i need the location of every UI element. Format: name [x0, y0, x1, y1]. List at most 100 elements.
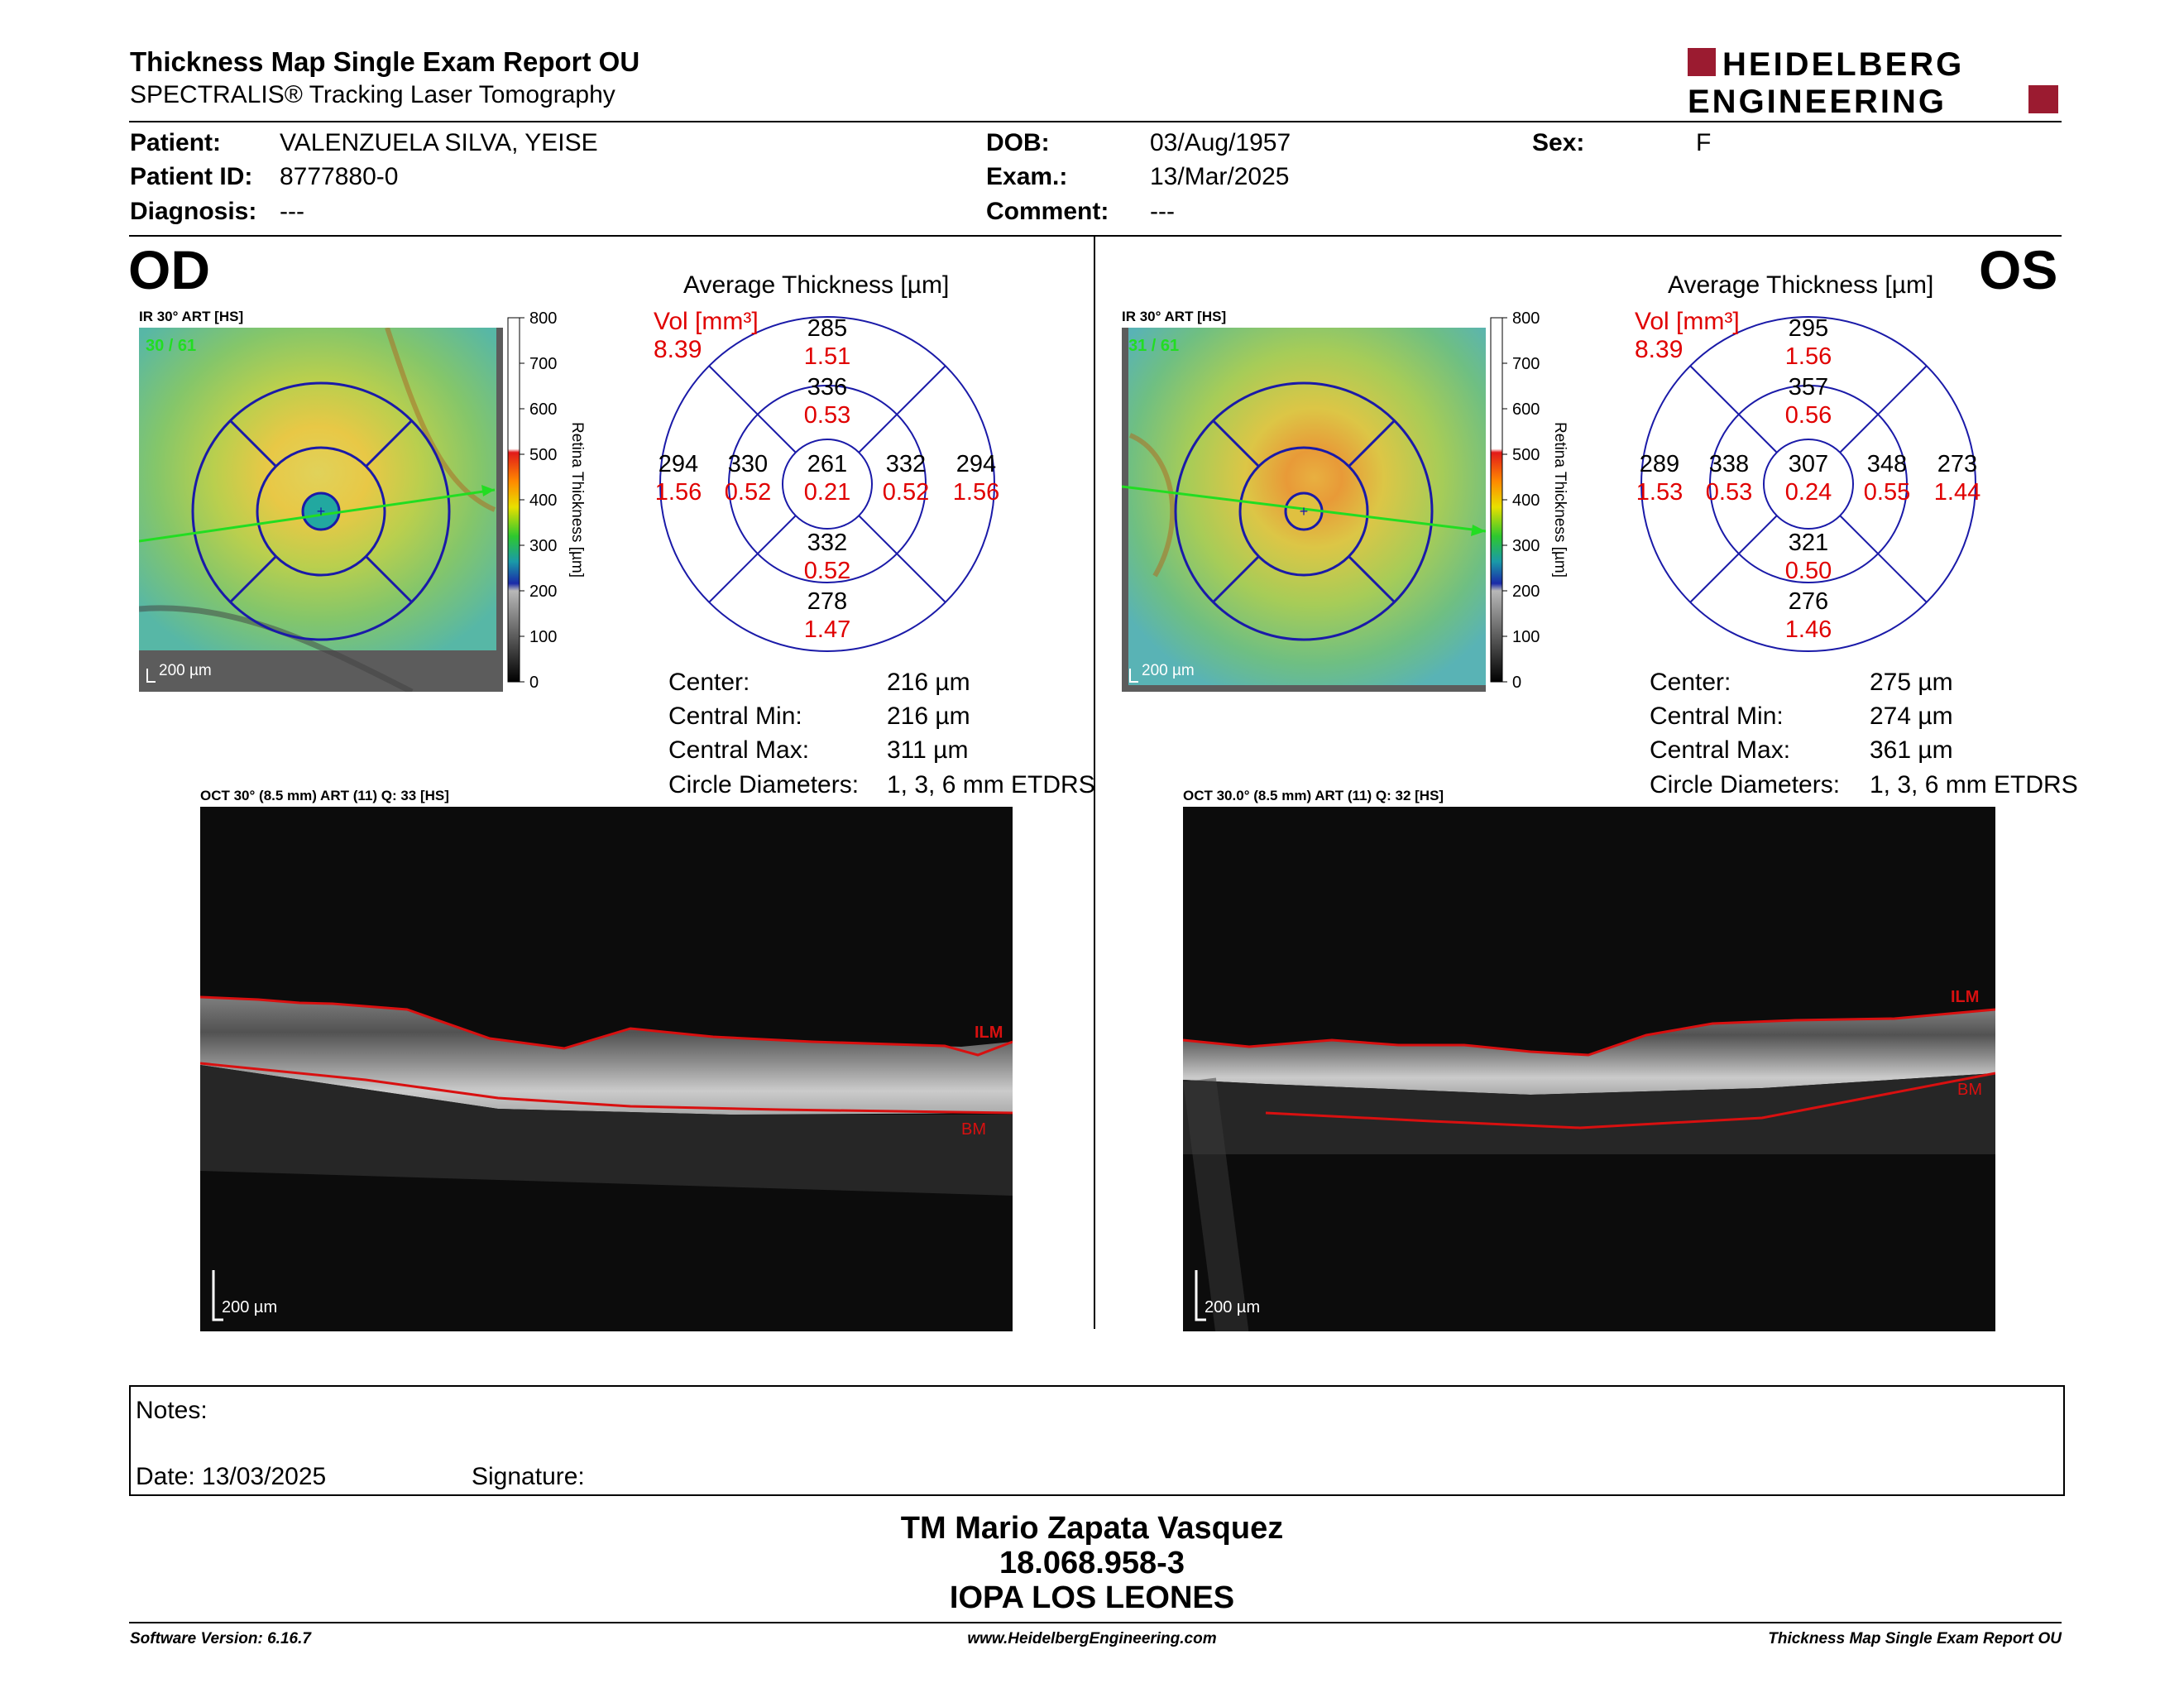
- signer-id: 18.068.958-3: [999, 1546, 1185, 1580]
- exam-label: Exam.:: [986, 163, 1068, 190]
- comment-value: ---: [1150, 198, 1175, 225]
- comment-label: Comment:: [986, 198, 1109, 225]
- od-colorbar-tick-label: 800: [529, 311, 557, 328]
- footer-report-name: Thickness Map Single Exam Report OU: [1768, 1630, 2062, 1647]
- od-inner-left-thickness: 330: [728, 451, 768, 477]
- od-thickness-colorbar: 800 700 600 500 400 300 200 100 0 Retina Thickne…: [507, 311, 586, 692]
- patient-value: VALENZUELA SILVA, YEISE: [280, 129, 598, 156]
- os-stat-max-label: Central Max:: [1650, 736, 1791, 764]
- od-stat-min-label: Central Min:: [668, 703, 802, 730]
- diagnosis-label: Diagnosis:: [130, 198, 257, 225]
- od-outer-right-thickness: 294: [956, 451, 996, 477]
- footer-software-version: Software Version: 6.16.7: [130, 1630, 311, 1647]
- logo-line2: ENGINEERING: [1688, 84, 1947, 117]
- od-stat-max-value: 311 µm: [887, 736, 969, 764]
- od-stat-max-label: Central Max:: [668, 736, 810, 764]
- od-stat-min-value: 216 µm: [887, 703, 970, 730]
- os-inner-left-thickness: 338: [1709, 451, 1749, 477]
- os-outer-left-volume: 1.53: [1636, 479, 1683, 506]
- os-colorbar-tick-label: 800: [1512, 311, 1540, 328]
- notes-signature-label: Signature:: [472, 1463, 585, 1490]
- od-outer-left-thickness: 294: [659, 451, 698, 477]
- od-thickness-map: + 30 / 61 200 µm: [139, 328, 503, 692]
- od-colorbar-tick-label: 400: [529, 492, 557, 510]
- od-ir-caption: IR 30° ART [HS]: [139, 309, 244, 324]
- os-oct-scale: 200 µm: [1205, 1298, 1260, 1316]
- os-stat-diam-value: 1, 3, 6 mm ETDRS: [1870, 771, 2078, 798]
- od-center-volume: 0.21: [804, 479, 850, 506]
- os-colorbar-tick-label: 0: [1512, 674, 1521, 692]
- notes-box[interactable]: [129, 1385, 2065, 1496]
- od-oct-caption: OCT 30° (8.5 mm) ART (11) Q: 33 [HS]: [200, 788, 449, 803]
- od-colorbar-tick-label: 500: [529, 446, 557, 464]
- os-colorbar-tick-label: 700: [1512, 355, 1540, 373]
- od-eye-label: OD: [128, 239, 210, 300]
- od-oct-bscan: ILM BM 200 µm: [200, 807, 1013, 1331]
- diagnosis-value: ---: [280, 198, 304, 225]
- od-colorbar-tick-label: 600: [529, 400, 557, 419]
- os-etdrs-grid: 295 1.56 357 0.56 289 1.53 338 0.53 307 …: [1636, 315, 1980, 652]
- os-thickness-map: + 31 / 61 200 µm: [1122, 328, 1486, 692]
- od-colorbar-tick-label: 700: [529, 355, 557, 373]
- od-inner-right-volume: 0.52: [883, 479, 929, 506]
- os-center-volume: 0.24: [1785, 479, 1832, 506]
- os-vol-label: Vol [mm³]: [1635, 308, 1740, 335]
- os-stat-center-label: Center:: [1650, 669, 1731, 696]
- os-eye-label: OS: [1979, 239, 2058, 300]
- od-vol-label: Vol [mm³]: [654, 308, 759, 335]
- od-inner-top-volume: 0.53: [804, 402, 850, 429]
- od-outer-bottom-volume: 1.47: [804, 616, 850, 643]
- od-colorbar-tick-label: 0: [529, 674, 539, 692]
- od-stat-center-value: 216 µm: [887, 669, 970, 696]
- od-stat-diam-value: 1, 3, 6 mm ETDRS: [887, 771, 1095, 798]
- os-colorbar-tick-label: 400: [1512, 492, 1540, 510]
- os-bm-label: BM: [1957, 1081, 1982, 1099]
- footer-website-link[interactable]: www.HeidelbergEngineering.com: [967, 1630, 1217, 1647]
- os-stat-diam-label: Circle Diameters:: [1650, 771, 1841, 798]
- info-rule: [129, 235, 2062, 237]
- os-oct-caption: OCT 30.0° (8.5 mm) ART (11) Q: 32 [HS]: [1183, 788, 1444, 803]
- os-inner-right-thickness: 348: [1867, 451, 1907, 477]
- os-inner-bottom-thickness: 321: [1789, 530, 1828, 556]
- os-outer-right-thickness: 273: [1937, 451, 1977, 477]
- os-avg-title: Average Thickness [µm]: [1668, 271, 1934, 299]
- signer-name: TM Mario Zapata Vasquez: [900, 1511, 1284, 1546]
- os-ilm-label: ILM: [1951, 988, 1979, 1006]
- od-oct-scale: 200 µm: [222, 1298, 277, 1316]
- os-colorbar-tick-label: 500: [1512, 446, 1540, 464]
- od-outer-top-thickness: 285: [807, 315, 847, 342]
- heidelberg-logo: HEIDELBERG ENGINEERING: [1688, 46, 2058, 117]
- od-stat-diam-label: Circle Diameters:: [668, 771, 860, 798]
- os-inner-bottom-volume: 0.50: [1785, 558, 1832, 584]
- os-stat-min-label: Central Min:: [1650, 703, 1784, 730]
- eye-divider: [1094, 237, 1095, 1329]
- svg-text:+: +: [1300, 503, 1309, 520]
- footer-rule: [129, 1622, 2062, 1623]
- os-center-thickness: 307: [1789, 451, 1828, 477]
- od-ir-scale: 200 µm: [159, 662, 212, 679]
- logo-line1: HEIDELBERG: [1722, 46, 1964, 83]
- os-colorbar-tick-label: 300: [1512, 537, 1540, 555]
- os-colorbar-tick-label: 600: [1512, 400, 1540, 419]
- os-stat-max-value: 361 µm: [1870, 736, 1953, 764]
- os-inner-top-thickness: 357: [1789, 374, 1828, 400]
- od-outer-left-volume: 1.56: [655, 479, 702, 506]
- notes-date: Date: 13/03/2025: [136, 1463, 327, 1490]
- od-avg-title: Average Thickness [µm]: [683, 271, 950, 299]
- os-stat-center-value: 275 µm: [1870, 669, 1953, 696]
- od-inner-top-thickness: 336: [807, 374, 847, 400]
- report-subtitle: SPECTRALIS® Tracking Laser Tomography: [130, 81, 615, 108]
- od-inner-right-thickness: 332: [886, 451, 926, 477]
- os-outer-top-volume: 1.56: [1785, 343, 1832, 370]
- os-outer-bottom-thickness: 276: [1789, 588, 1828, 615]
- os-colorbar-tick-label: 200: [1512, 583, 1540, 601]
- os-outer-left-thickness: 289: [1640, 451, 1679, 477]
- os-oct-bscan: ILM BM 200 µm: [1183, 807, 1995, 1331]
- sex-label: Sex:: [1532, 129, 1585, 156]
- od-inner-bottom-volume: 0.52: [804, 558, 850, 584]
- od-outer-bottom-thickness: 278: [807, 588, 847, 615]
- od-inner-bottom-thickness: 332: [807, 530, 847, 556]
- svg-text:+: +: [317, 503, 326, 520]
- od-ilm-label: ILM: [975, 1024, 1003, 1042]
- sex-value: F: [1696, 129, 1712, 156]
